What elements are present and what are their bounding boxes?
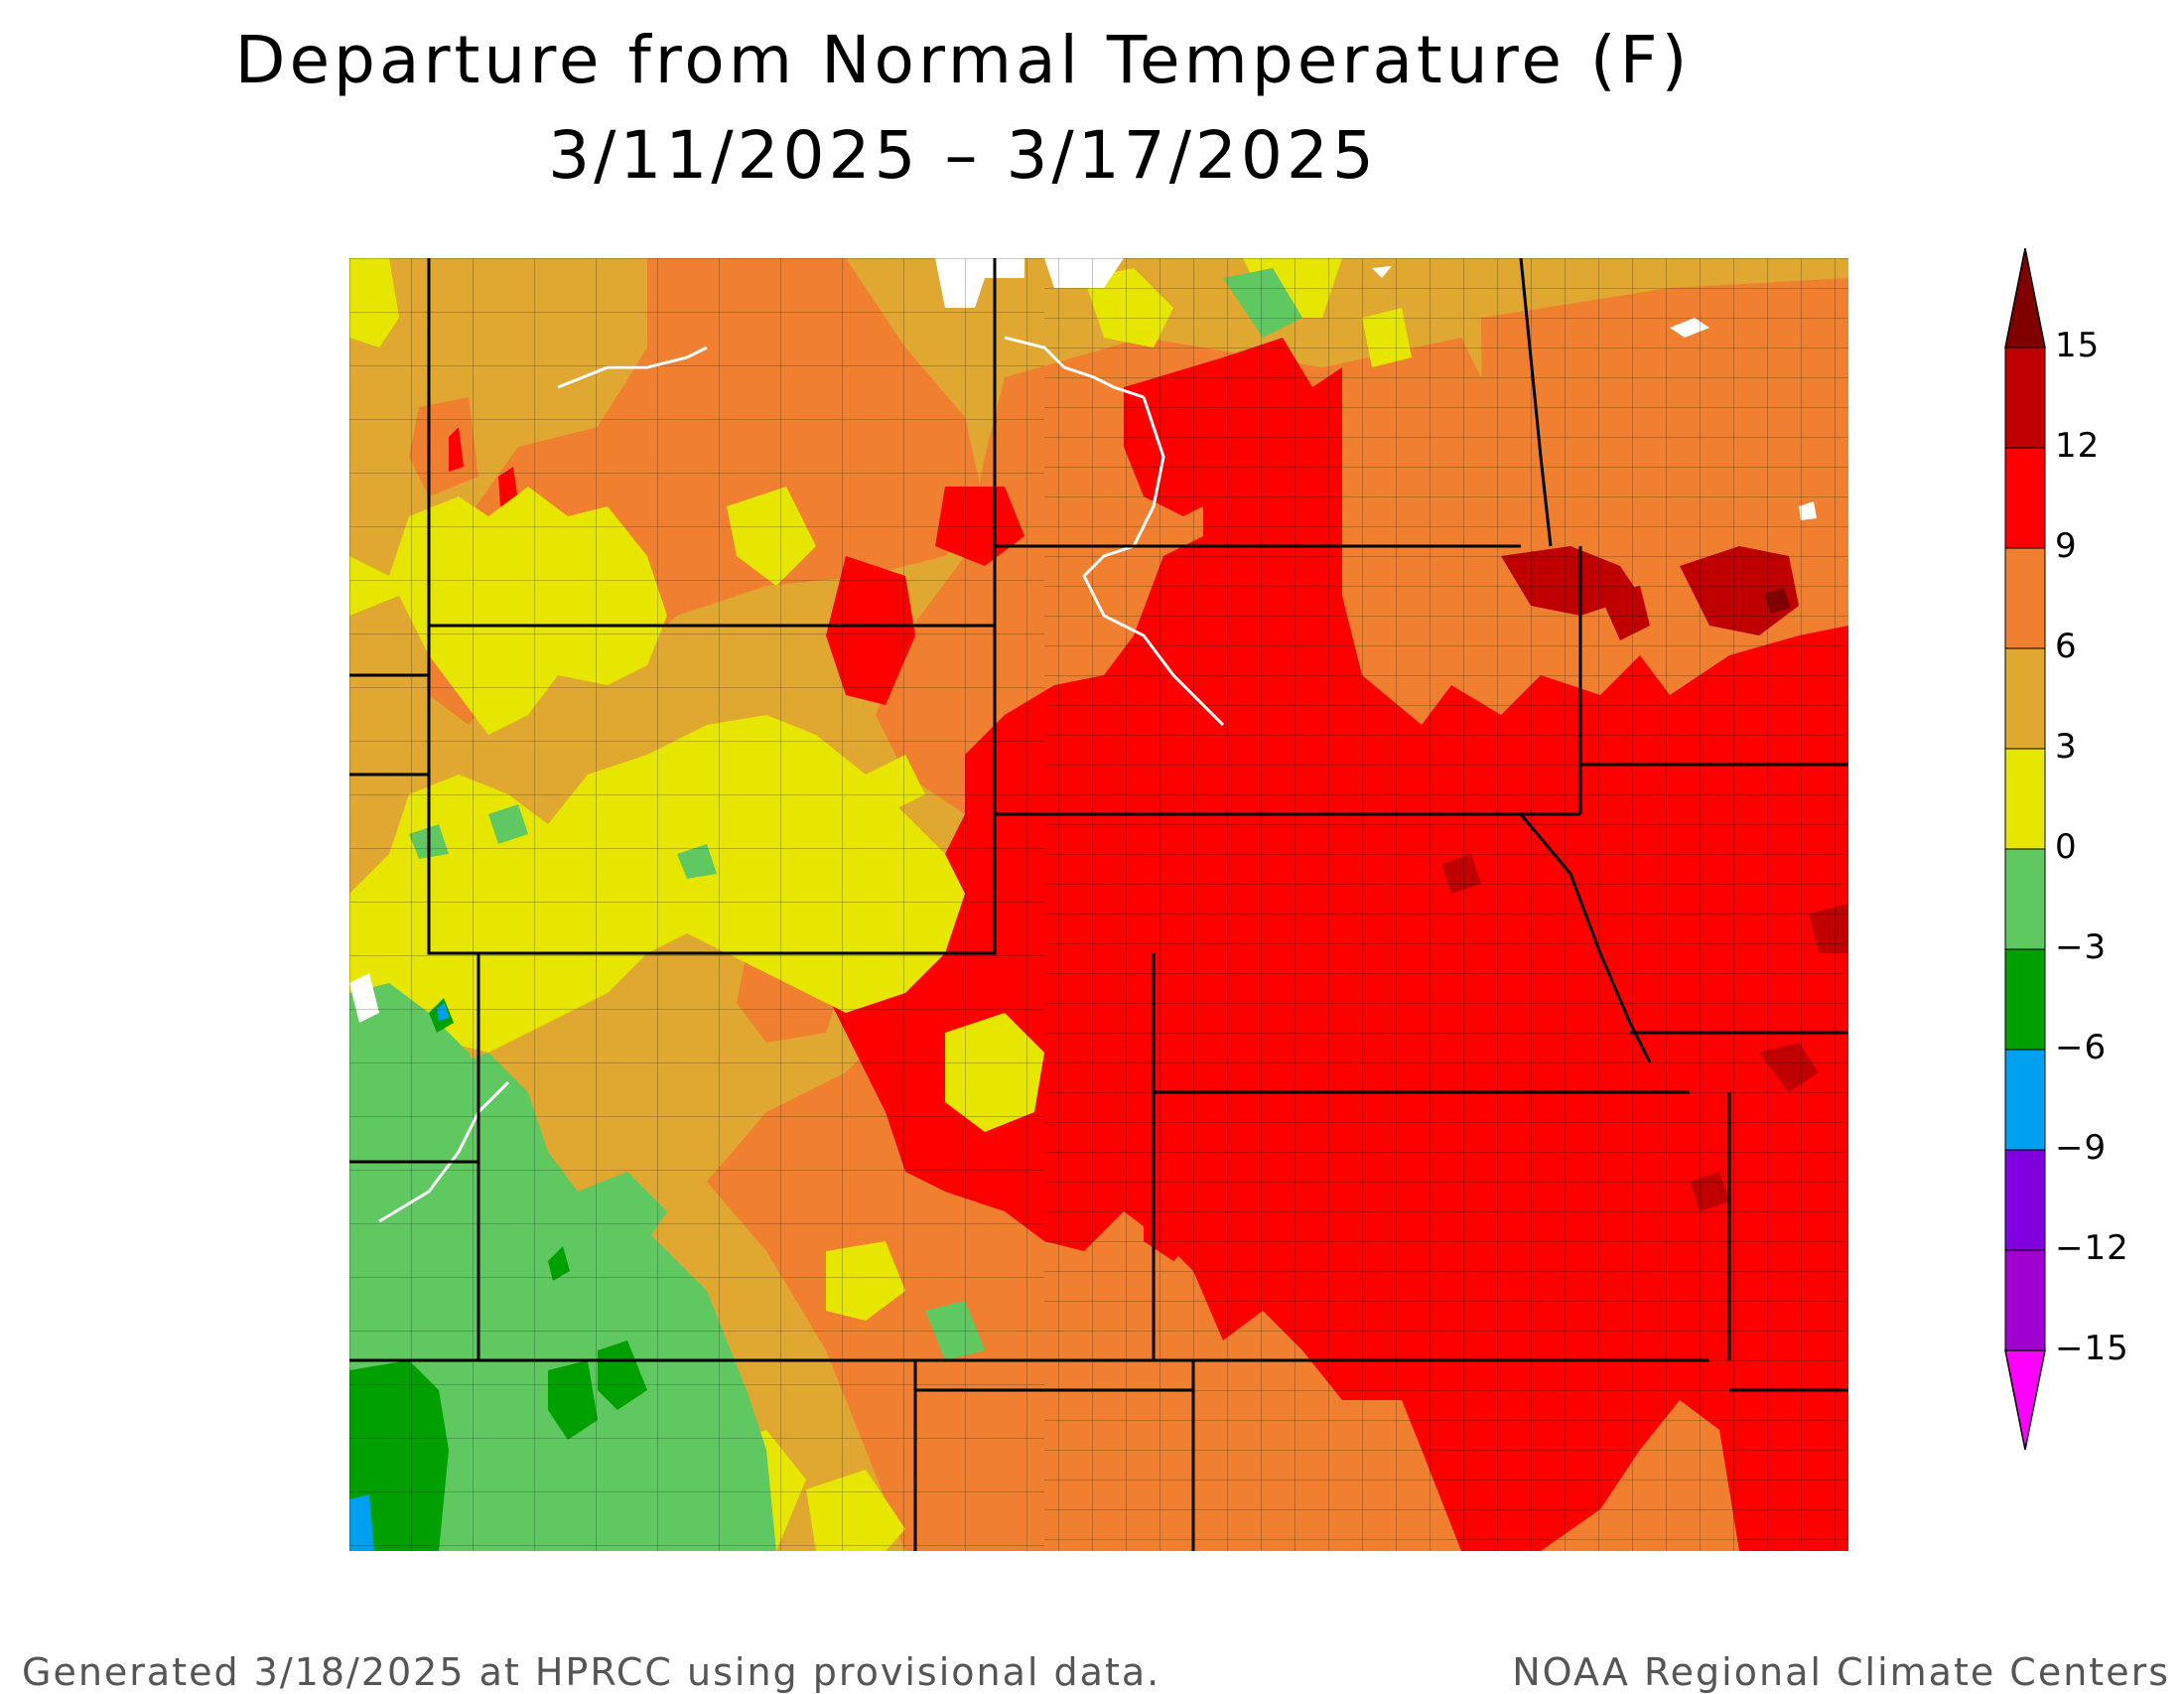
legend-bin: [2004, 948, 2046, 1051]
legend-bin: [2004, 1249, 2046, 1351]
state-borders: [349, 258, 1848, 1551]
legend-tick-label: −6: [2055, 1028, 2108, 1067]
county-lines-east: [1044, 258, 1848, 1551]
legend-tick-label: −15: [2055, 1329, 2129, 1368]
legend-tick-label: −3: [2055, 927, 2108, 967]
color-scale-legend: [2004, 248, 2046, 1451]
legend-bin: [2004, 647, 2046, 750]
legend-tick-label: 12: [2055, 426, 2101, 466]
legend-bins: [2004, 347, 2046, 1351]
legend-tick-label: 3: [2055, 727, 2078, 767]
legend-bin: [2004, 347, 2046, 449]
county-lines-west: [349, 258, 1044, 1551]
legend-tick-label: −12: [2055, 1228, 2129, 1268]
legend-arrow-top: [2004, 248, 2046, 349]
legend-bin: [2004, 848, 2046, 950]
date-range-subtitle: 3/11/2025 – 3/17/2025: [548, 117, 1378, 194]
legend-tick-label: −9: [2055, 1128, 2108, 1168]
legend-bin: [2004, 447, 2046, 549]
legend-arrow-bottom: [2004, 1349, 2046, 1451]
map-title: Departure from Normal Temperature (F): [234, 22, 1692, 98]
generated-note: Generated 3/18/2025 at HPRCC using provi…: [22, 1650, 1161, 1694]
legend-bin: [2004, 1149, 2046, 1251]
rivers: [378, 336, 1225, 1223]
legend-tick-label: 9: [2055, 526, 2078, 566]
source-credit: NOAA Regional Climate Centers: [1512, 1650, 2170, 1694]
temperature-departure-map: [349, 258, 1848, 1551]
legend-tick-label: 15: [2055, 326, 2101, 365]
legend-bin: [2004, 1049, 2046, 1151]
legend-tick-label: 0: [2055, 827, 2078, 867]
legend-bin: [2004, 547, 2046, 649]
legend-bin: [2004, 748, 2046, 850]
legend-tick-label: 6: [2055, 627, 2078, 666]
